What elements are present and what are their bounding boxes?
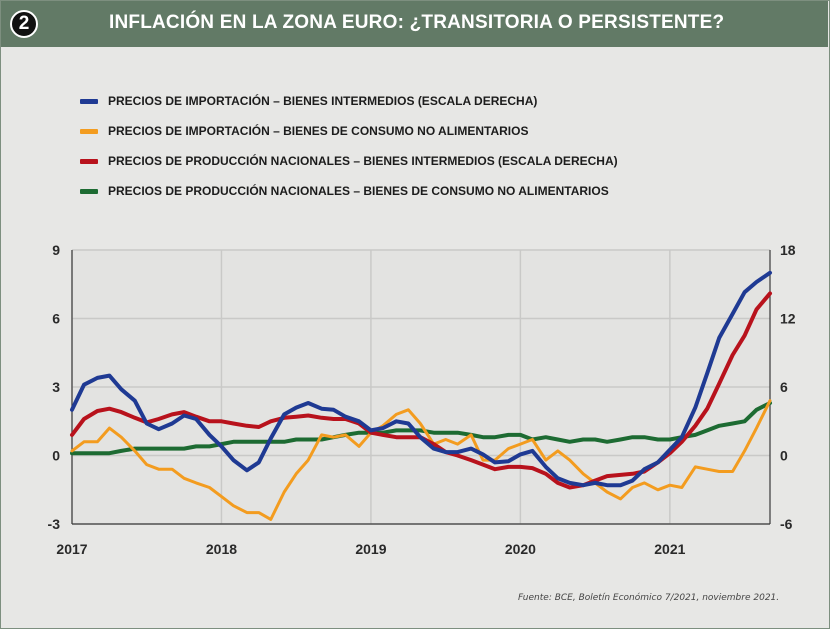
legend-label: PRECIOS DE IMPORTACIÓN – BIENES DE CONSU…: [108, 124, 529, 138]
legend-swatch: [80, 128, 98, 134]
legend-item: PRECIOS DE PRODUCCIÓN NACIONALES – BIENE…: [80, 176, 618, 206]
series-line-1: [70, 399, 772, 521]
y-left-tick-label: -3: [48, 516, 61, 532]
legend-label: PRECIOS DE PRODUCCIÓN NACIONALES – BIENE…: [108, 154, 618, 168]
y-left-tick-label: 0: [52, 448, 60, 464]
legend-item: PRECIOS DE IMPORTACIÓN – BIENES INTERMED…: [80, 86, 618, 116]
y-right-tick-label: -6: [780, 516, 793, 532]
tick-labels: 9 6 3 0 -3 18 12 6 0 -6 2017 2018 2019 2020 2021: [48, 242, 796, 557]
series-line-3: [70, 401, 772, 456]
source-note: Fuente: BCE, Boletín Económico 7/2021, n…: [518, 593, 780, 603]
x-tick-label: 2020: [505, 541, 536, 557]
y-right-tick-label: 18: [780, 242, 796, 258]
x-tick-label: 2017: [56, 541, 87, 557]
x-tick-label: 2019: [355, 541, 386, 557]
y-right-tick-label: 12: [780, 311, 796, 327]
y-right-tick-label: 6: [780, 379, 788, 395]
legend-item: PRECIOS DE IMPORTACIÓN – BIENES DE CONSU…: [80, 116, 618, 146]
y-left-tick-label: 3: [52, 379, 60, 395]
x-tick-label: 2021: [654, 541, 685, 557]
grid: [71, 249, 770, 525]
y-left-tick-label: 9: [52, 242, 60, 258]
header-bar: 2 INFLACIÓN EN LA ZONA EURO: ¿TRANSITORI…: [1, 1, 828, 47]
legend-swatch: [80, 158, 98, 164]
legend-item: PRECIOS DE PRODUCCIÓN NACIONALES – BIENE…: [80, 146, 618, 176]
legend-swatch: [80, 98, 98, 104]
x-tick-label: 2018: [206, 541, 237, 557]
series-line-0: [70, 270, 772, 488]
legend: PRECIOS DE IMPORTACIÓN – BIENES INTERMED…: [80, 86, 618, 206]
figure-number-badge: 2: [10, 10, 38, 38]
legend-swatch: [80, 188, 98, 194]
legend-label: PRECIOS DE IMPORTACIÓN – BIENES INTERMED…: [108, 94, 538, 108]
y-right-tick-label: 0: [780, 448, 788, 464]
chart-title: INFLACIÓN EN LA ZONA EURO: ¿TRANSITORIA …: [109, 12, 725, 33]
series-lines: [70, 270, 772, 521]
y-left-tick-label: 6: [52, 311, 60, 327]
legend-label: PRECIOS DE PRODUCCIÓN NACIONALES – BIENE…: [108, 184, 609, 198]
